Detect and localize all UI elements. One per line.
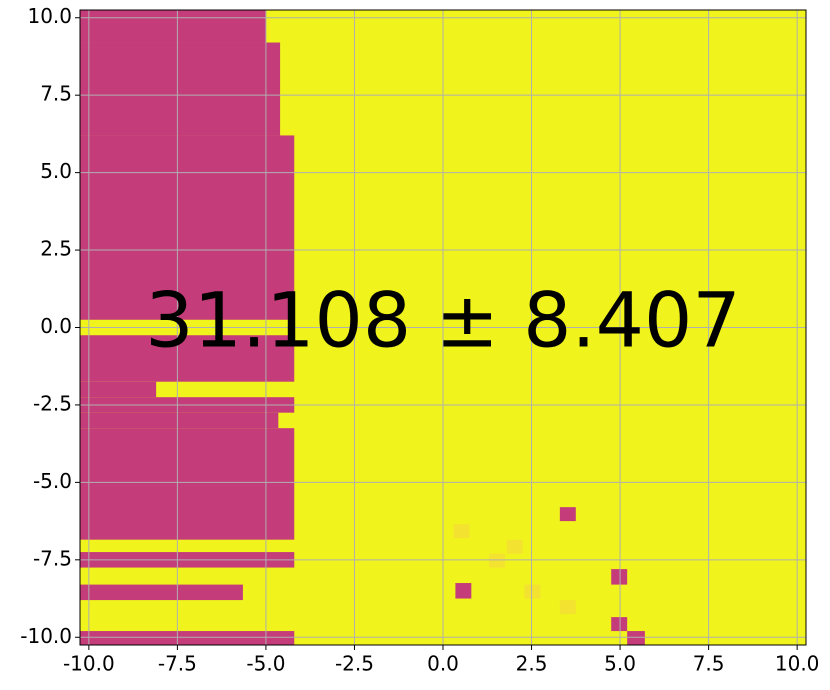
x-tick-label: -2.5	[335, 652, 374, 676]
region-cell	[506, 539, 523, 554]
x-tick-label: 10.0	[775, 652, 820, 676]
region-cell	[80, 428, 295, 540]
region-cell	[80, 631, 295, 645]
region-cell	[611, 617, 628, 632]
y-tick-label: 5.0	[40, 159, 72, 183]
y-tick-label: -5.0	[33, 469, 72, 493]
region-cell	[80, 412, 279, 429]
annotation: 31.108 ± 8.407	[145, 275, 741, 364]
x-tick-label: -10.0	[63, 652, 115, 676]
y-tick-label: 2.5	[40, 237, 72, 261]
y-tick-label: 7.5	[40, 82, 72, 106]
region-cell	[559, 507, 576, 522]
region-cell	[453, 524, 470, 539]
region-cell	[80, 135, 295, 320]
x-tick-label: 5.0	[604, 652, 636, 676]
y-tick-label: 0.0	[40, 314, 72, 338]
region-cell	[80, 10, 266, 43]
region-cell	[80, 335, 295, 382]
y-tick-label: -10.0	[20, 624, 72, 648]
region-cell	[455, 583, 472, 599]
region-cell	[559, 600, 576, 615]
y-tick-label: -2.5	[33, 391, 72, 415]
region-cell	[611, 569, 628, 585]
region-cell	[489, 553, 505, 568]
x-tick-label: 2.5	[516, 652, 548, 676]
x-tick-label: 7.5	[693, 652, 725, 676]
region-cell	[80, 42, 281, 136]
region-cell	[80, 584, 243, 601]
region-cell	[524, 584, 541, 599]
x-tick-label: 0.0	[427, 652, 459, 676]
x-tick-label: -7.5	[158, 652, 197, 676]
region-cell	[627, 631, 645, 645]
plot-frame	[79, 9, 807, 646]
region-cell	[80, 381, 157, 398]
y-tick-label: 10.0	[27, 4, 72, 28]
y-tick-label: -7.5	[33, 546, 72, 570]
x-tick-label: -5.0	[246, 652, 285, 676]
